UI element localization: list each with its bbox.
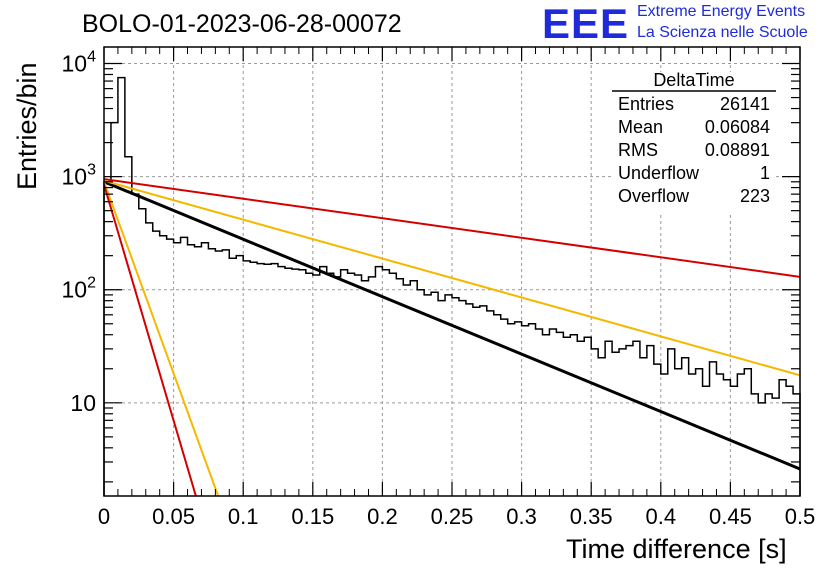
y-tick-label: 102 — [62, 275, 97, 303]
x-tick-label: 0 — [98, 504, 110, 529]
stats-value: 1 — [760, 163, 770, 183]
stats-value: 26141 — [720, 94, 770, 114]
stats-value: 223 — [740, 186, 770, 206]
fit-line-4 — [104, 184, 197, 496]
y-tick-base: 10 — [62, 277, 88, 303]
x-axis-label: Time difference [s] — [566, 534, 787, 564]
y-tick-base: 10 — [70, 390, 96, 416]
chart-title: BOLO-01-2023-06-28-00072 — [82, 10, 402, 38]
stats-box: DeltaTime Entries 26141 Mean 0.06084 RMS 0.088… — [612, 70, 776, 212]
stats-value: 0.08891 — [705, 140, 770, 160]
x-tick-label: 0.2 — [367, 504, 398, 529]
fit-line-0 — [104, 180, 800, 471]
x-tick-label: 0.25 — [431, 504, 474, 529]
eee-logo-mark: EEE — [542, 0, 630, 47]
y-tick-label: 10 — [70, 390, 96, 416]
histogram-series — [103, 76, 801, 496]
stats-label: Mean — [618, 117, 663, 137]
stats-name: DeltaTime — [653, 70, 734, 90]
x-tick-label: 0.45 — [709, 504, 752, 529]
y-tick-label: 104 — [62, 49, 97, 77]
x-tick-label: 0.05 — [152, 504, 195, 529]
stats-background — [612, 72, 776, 212]
y-axis-label: Entries/bin — [12, 62, 42, 190]
data-layer — [103, 76, 801, 496]
axis-layer: 0 0.05 0.1 0.15 0.2 0.25 0.3 0.35 0.4 0.45 0.51010… — [62, 46, 816, 529]
x-tick-label: 0.35 — [570, 504, 613, 529]
x-tick-label: 0.1 — [228, 504, 259, 529]
stats-label: Underflow — [618, 163, 700, 183]
x-tick-label: 0.3 — [506, 504, 537, 529]
logo-line-1: Extreme Energy Events — [637, 3, 806, 20]
stats-label: Overflow — [618, 186, 690, 206]
y-tick-base: 10 — [62, 51, 88, 77]
y-tick-label: 103 — [62, 162, 97, 190]
y-tick-exponent: 4 — [87, 49, 96, 66]
x-tick-label: 0.15 — [291, 504, 334, 529]
logo-line-2: La Scienza nelle Scuole — [637, 24, 808, 41]
stats-label: RMS — [618, 140, 658, 160]
y-tick-exponent: 2 — [87, 275, 96, 292]
x-tick-label: 0.5 — [785, 504, 816, 529]
fit-line-2 — [104, 179, 800, 377]
stats-value: 0.06084 — [705, 117, 770, 137]
y-tick-exponent: 3 — [87, 162, 96, 179]
y-tick-base: 10 — [62, 164, 88, 190]
fit-line-1 — [104, 178, 800, 278]
x-tick-label: 0.4 — [646, 504, 677, 529]
stats-label: Entries — [618, 94, 674, 114]
fit-line-3 — [104, 181, 220, 496]
